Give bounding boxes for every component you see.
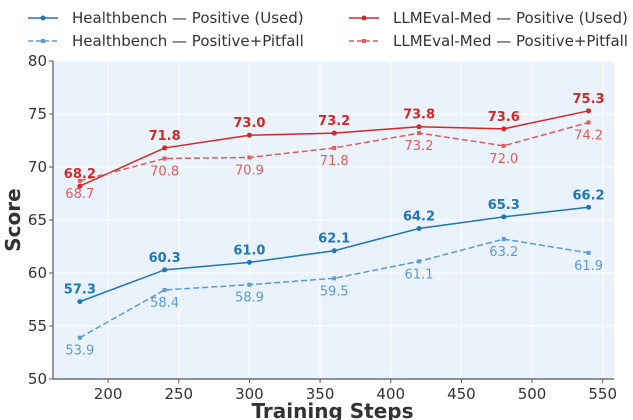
data-label: 72.0 — [489, 152, 518, 167]
data-point — [586, 120, 591, 125]
x-tick-label: 550 — [588, 385, 617, 403]
legend-item: LLMEval-Med — Positive (Used) — [349, 9, 628, 27]
data-label: 74.2 — [574, 128, 603, 143]
data-label: 73.2 — [405, 139, 434, 154]
data-label: 70.9 — [235, 163, 264, 178]
legend: Healthbench — Positive (Used) Healthbench… — [28, 9, 628, 50]
data-point — [586, 204, 592, 210]
data-label: 73.0 — [233, 116, 265, 131]
y-axis-title: Score — [1, 188, 25, 251]
data-point — [501, 143, 506, 148]
x-tick-label: 300 — [235, 385, 264, 403]
data-label: 71.8 — [320, 154, 349, 169]
y-tick-label: 80 — [28, 52, 47, 70]
data-label: 73.2 — [318, 114, 350, 129]
y-axis-ticks: 50 55 60 65 70 75 80 — [28, 52, 53, 388]
legend-item: LLMEval-Med — Positive+Pitfall — [349, 32, 628, 50]
legend-marker-icon — [41, 39, 45, 43]
data-point — [247, 282, 252, 287]
data-point — [162, 287, 167, 292]
data-label: 68.2 — [64, 167, 96, 182]
legend-label: LLMEval-Med — Positive (Used) — [393, 9, 628, 27]
x-tick-label: 200 — [94, 385, 123, 403]
data-point — [77, 299, 83, 305]
data-label: 73.8 — [403, 108, 435, 123]
data-point — [247, 155, 252, 160]
y-tick-label: 75 — [28, 105, 47, 123]
legend-item: Healthbench — Positive+Pitfall — [28, 32, 304, 50]
data-label: 64.2 — [403, 209, 435, 224]
y-tick-label: 70 — [28, 158, 47, 176]
data-label: 58.4 — [150, 296, 179, 311]
data-label: 59.5 — [320, 284, 349, 299]
data-point — [416, 259, 421, 264]
data-label: 61.9 — [574, 259, 603, 274]
data-point — [332, 145, 337, 150]
legend-label: Healthbench — Positive+Pitfall — [72, 32, 304, 50]
data-label: 61.1 — [405, 267, 434, 282]
data-labels: 57.3 60.3 61.0 62.1 64.2 65.3 66.2 53.9 58.4 58.9… — [64, 92, 605, 359]
data-label: 70.8 — [150, 165, 179, 180]
x-tick-label: 450 — [447, 385, 476, 403]
data-point — [162, 156, 167, 161]
x-tick-label: 500 — [518, 385, 547, 403]
data-point — [331, 248, 337, 254]
data-point — [331, 130, 337, 136]
data-point — [77, 335, 82, 340]
data-label: 75.3 — [573, 92, 605, 107]
data-point — [77, 178, 82, 183]
data-point — [416, 131, 421, 136]
series-group — [77, 108, 592, 340]
y-tick-label: 50 — [28, 370, 47, 388]
data-label: 73.6 — [488, 110, 520, 125]
data-point — [162, 267, 168, 273]
data-point — [77, 183, 83, 189]
x-tick-label: 350 — [306, 385, 335, 403]
data-point — [501, 214, 507, 220]
y-tick-label: 55 — [28, 317, 47, 335]
legend-label: Healthbench — Positive (Used) — [72, 9, 304, 27]
x-axis-ticks: 200 250 300 350 400 450 500 550 — [94, 379, 617, 403]
data-point — [586, 250, 591, 255]
legend-label: LLMEval-Med — Positive+Pitfall — [393, 32, 628, 50]
y-tick-label: 65 — [28, 211, 47, 229]
x-tick-label: 400 — [376, 385, 405, 403]
data-point — [162, 145, 168, 151]
data-point — [416, 225, 422, 231]
data-point — [246, 132, 252, 138]
data-point — [246, 259, 252, 265]
data-label: 71.8 — [149, 129, 181, 144]
data-point — [416, 124, 422, 130]
legend-marker-icon — [40, 15, 46, 21]
data-label: 53.9 — [65, 344, 94, 359]
legend-marker-icon — [361, 15, 367, 21]
data-label: 60.3 — [149, 251, 181, 266]
x-tick-label: 250 — [164, 385, 193, 403]
data-label: 58.9 — [235, 291, 264, 306]
data-label: 66.2 — [573, 188, 605, 203]
data-point — [501, 126, 507, 132]
data-point — [501, 237, 506, 242]
data-label: 65.3 — [488, 198, 520, 213]
data-label: 61.0 — [233, 243, 265, 258]
data-label: 57.3 — [64, 283, 96, 298]
data-point — [586, 108, 592, 114]
legend-item: Healthbench — Positive (Used) — [28, 9, 304, 27]
y-tick-label: 60 — [28, 264, 47, 282]
data-label: 62.1 — [318, 232, 350, 247]
data-label: 68.7 — [65, 187, 94, 202]
data-point — [332, 276, 337, 281]
x-axis-title: Training Steps — [251, 399, 413, 420]
legend-marker-icon — [362, 39, 366, 43]
data-label: 63.2 — [489, 245, 518, 260]
